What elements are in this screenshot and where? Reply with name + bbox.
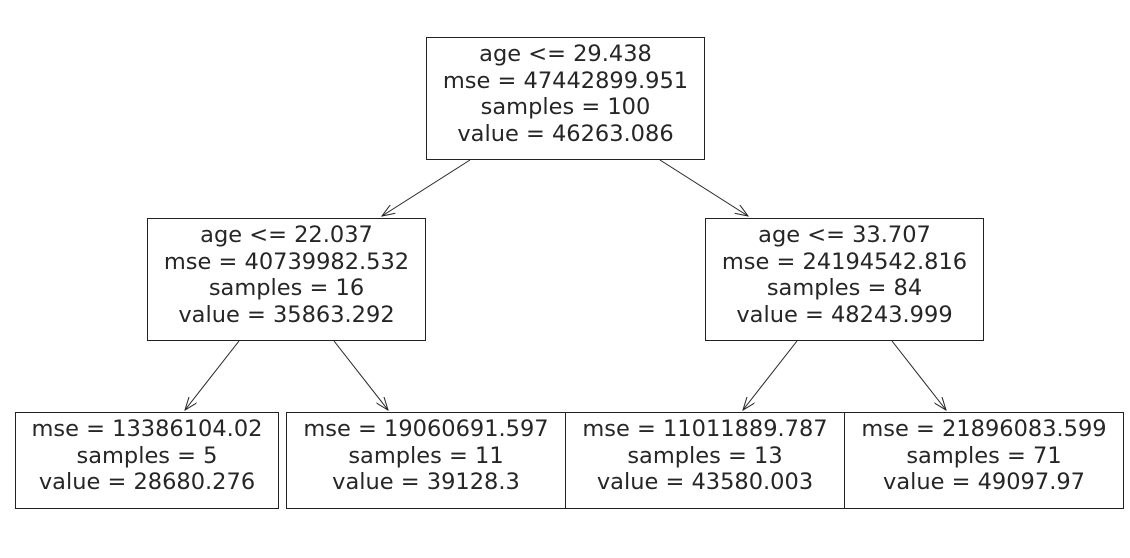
tree-node-root: age <= 29.438 mse = 47442899.951 samples… [426,37,705,160]
node-split-rule: age <= 33.707 [758,222,931,248]
node-value: value = 35863.292 [178,301,395,328]
edge-left-to-leaf-2 [333,340,388,410]
tree-leaf-2: mse = 19060691.597 samples = 11 value = … [286,412,566,509]
node-value: value = 46263.086 [457,120,674,147]
node-mse: mse = 21896083.599 [861,416,1107,442]
node-mse: mse = 47442899.951 [442,67,689,94]
node-split-rule: age <= 22.037 [200,222,373,248]
node-samples: samples = 84 [766,275,923,301]
node-mse: mse = 19060691.597 [303,416,549,442]
node-mse: mse = 40739982.532 [163,248,410,275]
node-samples: samples = 11 [348,442,504,469]
node-samples: samples = 13 [627,442,783,469]
edge-root-to-left [382,159,471,216]
node-value: value = 49097.97 [883,469,1085,495]
node-samples: samples = 5 [76,442,218,469]
tree-leaf-1: mse = 13386104.02 samples = 5 value = 28… [15,412,279,509]
edge-root-to-right [659,159,748,216]
edge-right-to-leaf-4 [891,340,946,410]
node-value: value = 48243.999 [736,301,953,328]
tree-node-left: age <= 22.037 mse = 40739982.532 samples… [147,218,426,341]
tree-leaf-4: mse = 21896083.599 samples = 71 value = … [844,412,1124,509]
node-mse: mse = 13386104.02 [31,416,263,442]
node-value: value = 43580.003 [596,469,814,495]
node-samples: samples = 71 [906,442,1062,469]
node-samples: samples = 16 [208,275,365,301]
node-value: value = 28680.276 [38,469,256,495]
node-split-rule: age <= 29.438 [479,41,652,67]
node-value: value = 39128.3 [332,469,520,495]
tree-leaf-3: mse = 11011889.787 samples = 13 value = … [565,412,845,509]
node-mse: mse = 24194542.816 [721,248,968,275]
node-mse: mse = 11011889.787 [582,416,828,442]
node-samples: samples = 100 [480,94,651,120]
edge-right-to-leaf-3 [743,340,798,410]
edge-left-to-leaf-1 [185,340,240,410]
tree-node-right: age <= 33.707 mse = 24194542.816 samples… [705,218,984,341]
